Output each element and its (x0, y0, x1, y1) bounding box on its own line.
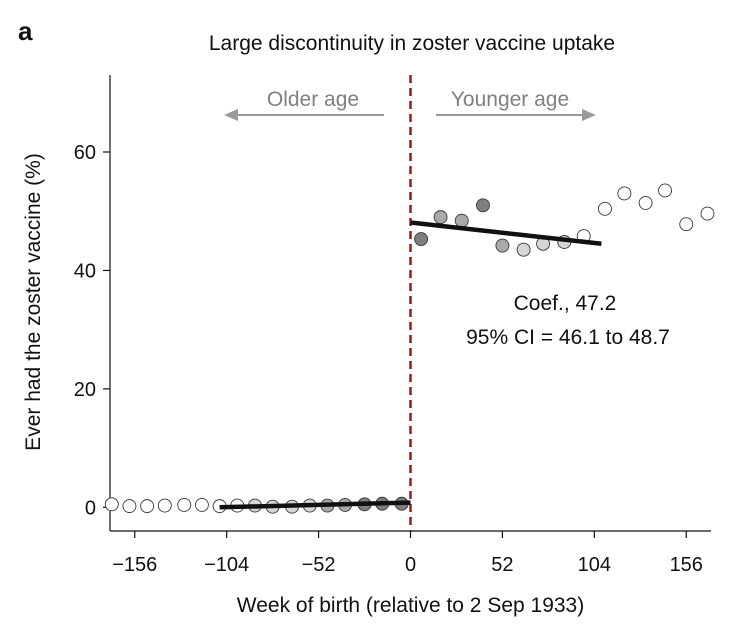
data-point (597, 201, 612, 216)
data-point (495, 238, 510, 253)
data-point (454, 213, 469, 228)
x-tick-label: 52 (491, 554, 513, 576)
x-tick-label: −104 (204, 554, 249, 576)
points-younger (414, 183, 715, 257)
panel-letter: a (18, 16, 33, 46)
fit-line-older (219, 500, 411, 510)
data-point (122, 499, 137, 514)
data-point (679, 217, 694, 232)
y-tick-label: 40 (74, 260, 96, 282)
y-axis-label: Ever had the zoster vaccine (%) (22, 153, 45, 451)
x-tick-label: −52 (302, 554, 336, 576)
chart-title: Large discontinuity in zoster vaccine up… (209, 32, 615, 55)
younger-age-label: Younger age (451, 88, 569, 111)
data-point (140, 499, 155, 514)
x-tick-label: 0 (405, 554, 416, 576)
data-point (104, 497, 119, 512)
axes: 0 20 40 60 −156 −104 −52 0 52 104 156 (74, 75, 711, 576)
data-point (177, 497, 192, 512)
older-age-label: Older age (267, 88, 359, 111)
data-point (414, 232, 429, 246)
data-point (157, 498, 172, 513)
data-point (638, 195, 653, 210)
data-point (433, 210, 448, 225)
data-point (476, 198, 490, 213)
data-point (516, 242, 531, 257)
older-age-arrowhead-icon (224, 109, 238, 121)
x-tick-label: 104 (578, 554, 611, 576)
data-point (617, 186, 632, 201)
fit-line-younger (410, 220, 602, 247)
x-axis-label: Week of birth (relative to 2 Sep 1933) (237, 594, 584, 617)
y-ticks: 0 20 40 60 (74, 142, 110, 519)
x-tick-label: −156 (112, 554, 157, 576)
y-tick-label: 0 (85, 497, 96, 519)
y-tick-label: 20 (74, 379, 96, 401)
x-tick-label: 156 (670, 554, 703, 576)
coefficient-annotation: Coef., 47.2 95% CI = 46.1 to 48.7 (466, 292, 670, 349)
y-tick-label: 60 (74, 142, 96, 164)
direction-arrows: Older age Younger age (224, 88, 596, 121)
data-point (194, 497, 209, 512)
data-point (658, 183, 672, 198)
data-point (700, 206, 715, 221)
x-ticks: −156 −104 −52 0 52 104 156 (112, 531, 703, 576)
younger-age-arrowhead-icon (582, 109, 596, 121)
confidence-interval-text: 95% CI = 46.1 to 48.7 (466, 326, 670, 349)
coefficient-text: Coef., 47.2 (514, 292, 617, 315)
